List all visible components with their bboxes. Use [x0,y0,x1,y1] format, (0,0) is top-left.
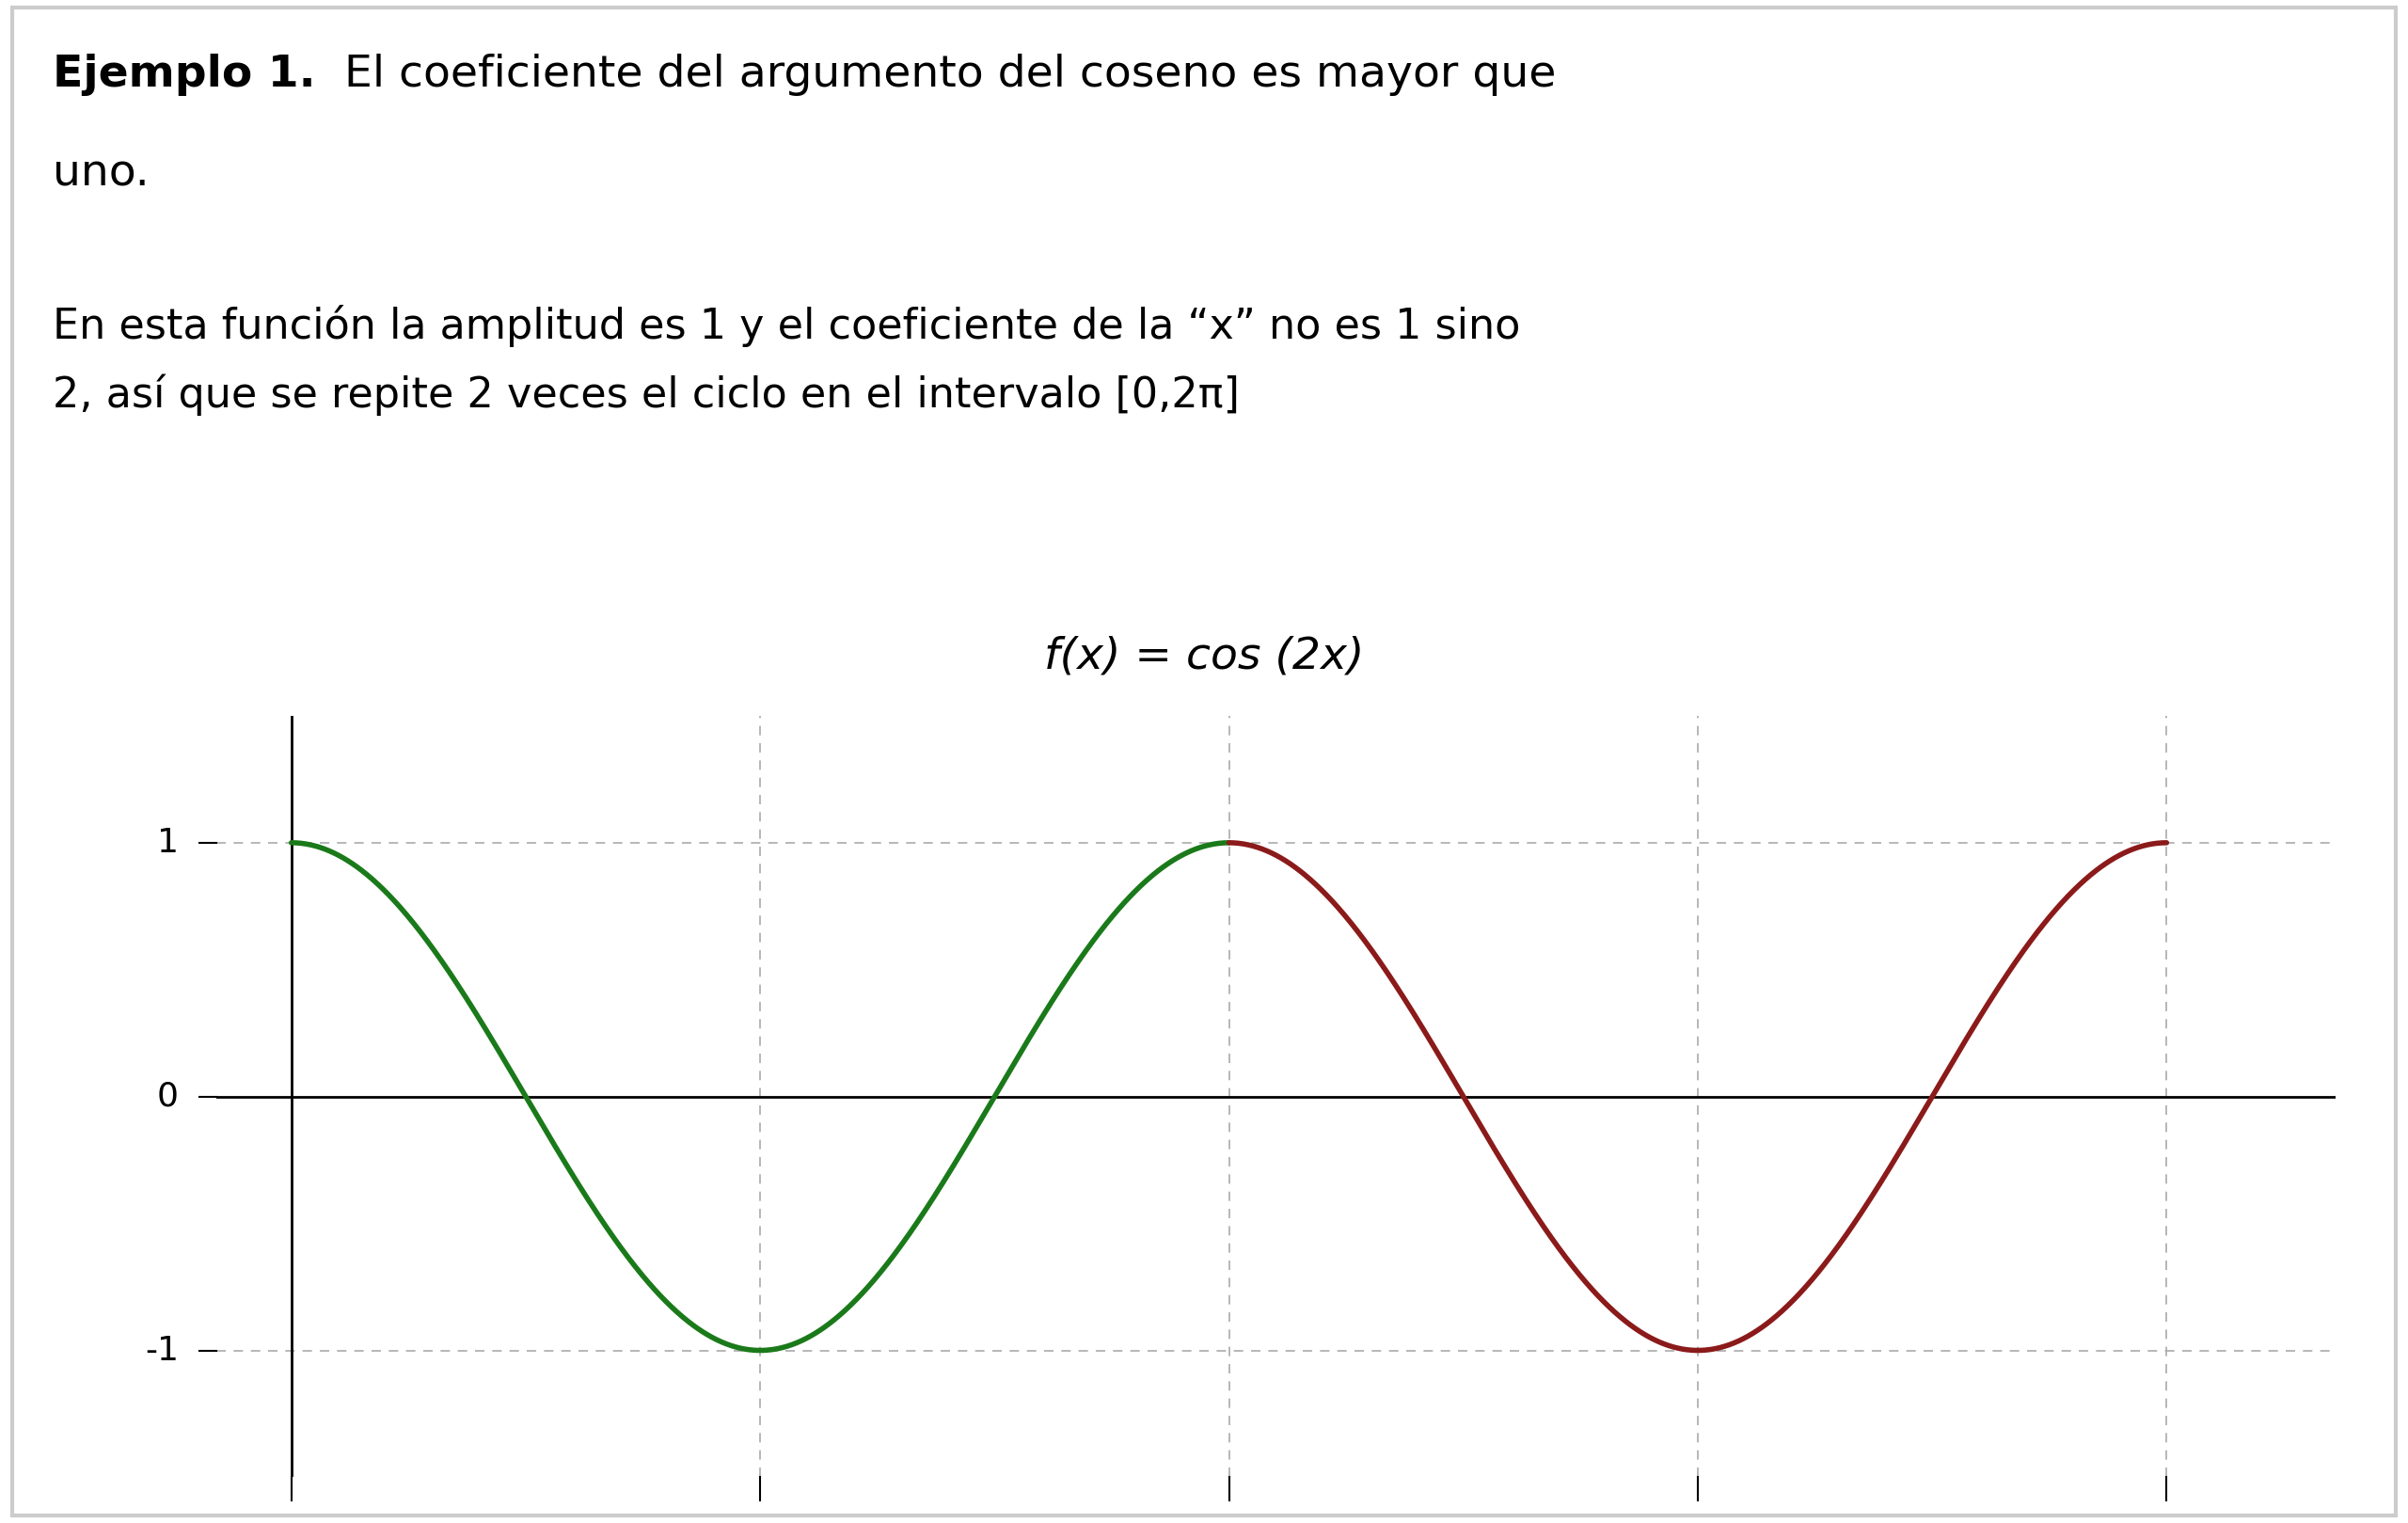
Text: En esta función la amplitud es 1 y el coeficiente de la “x” no es 1 sino
2, así : En esta función la amplitud es 1 y el co… [53,305,1522,416]
FancyBboxPatch shape [12,8,2396,1515]
Text: El coeficiente del argumento del coseno es mayor que: El coeficiente del argumento del coseno … [330,53,1556,96]
Text: 0: 0 [157,1080,178,1113]
Text: 1: 1 [157,827,178,859]
Text: f(x) = cos (2x): f(x) = cos (2x) [1045,635,1363,678]
Text: Ejemplo 1.: Ejemplo 1. [53,53,315,96]
Text: -1: -1 [144,1334,178,1366]
Text: uno.: uno. [53,152,149,195]
